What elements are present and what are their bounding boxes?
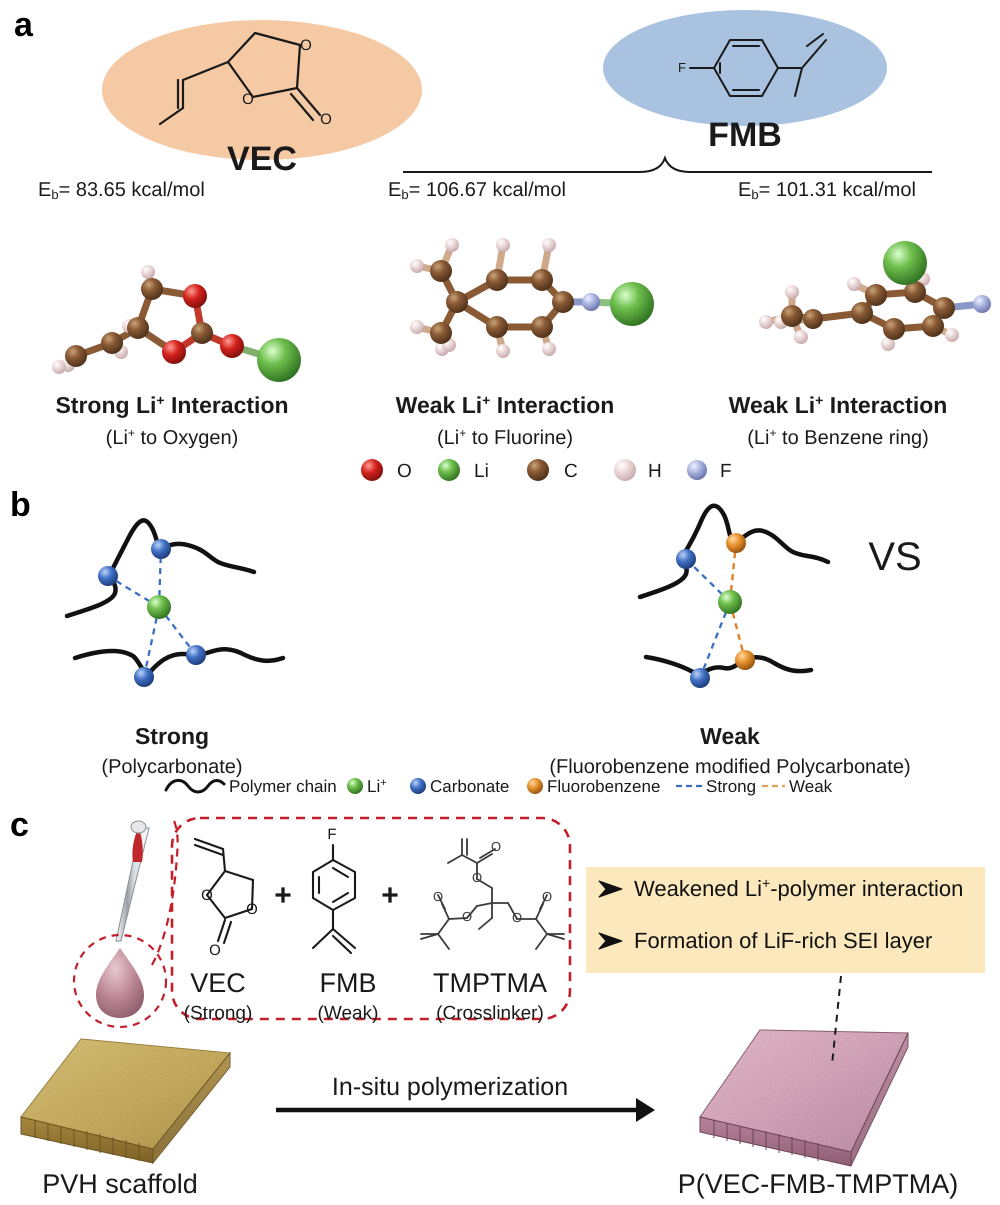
svg-text:In-situ polymerization: In-situ polymerization xyxy=(332,1073,568,1101)
svg-text:P(VEC-FMB-TMPTMA): P(VEC-FMB-TMPTMA) xyxy=(678,1169,958,1199)
svg-text:PVH scaffold: PVH scaffold xyxy=(42,1169,198,1199)
